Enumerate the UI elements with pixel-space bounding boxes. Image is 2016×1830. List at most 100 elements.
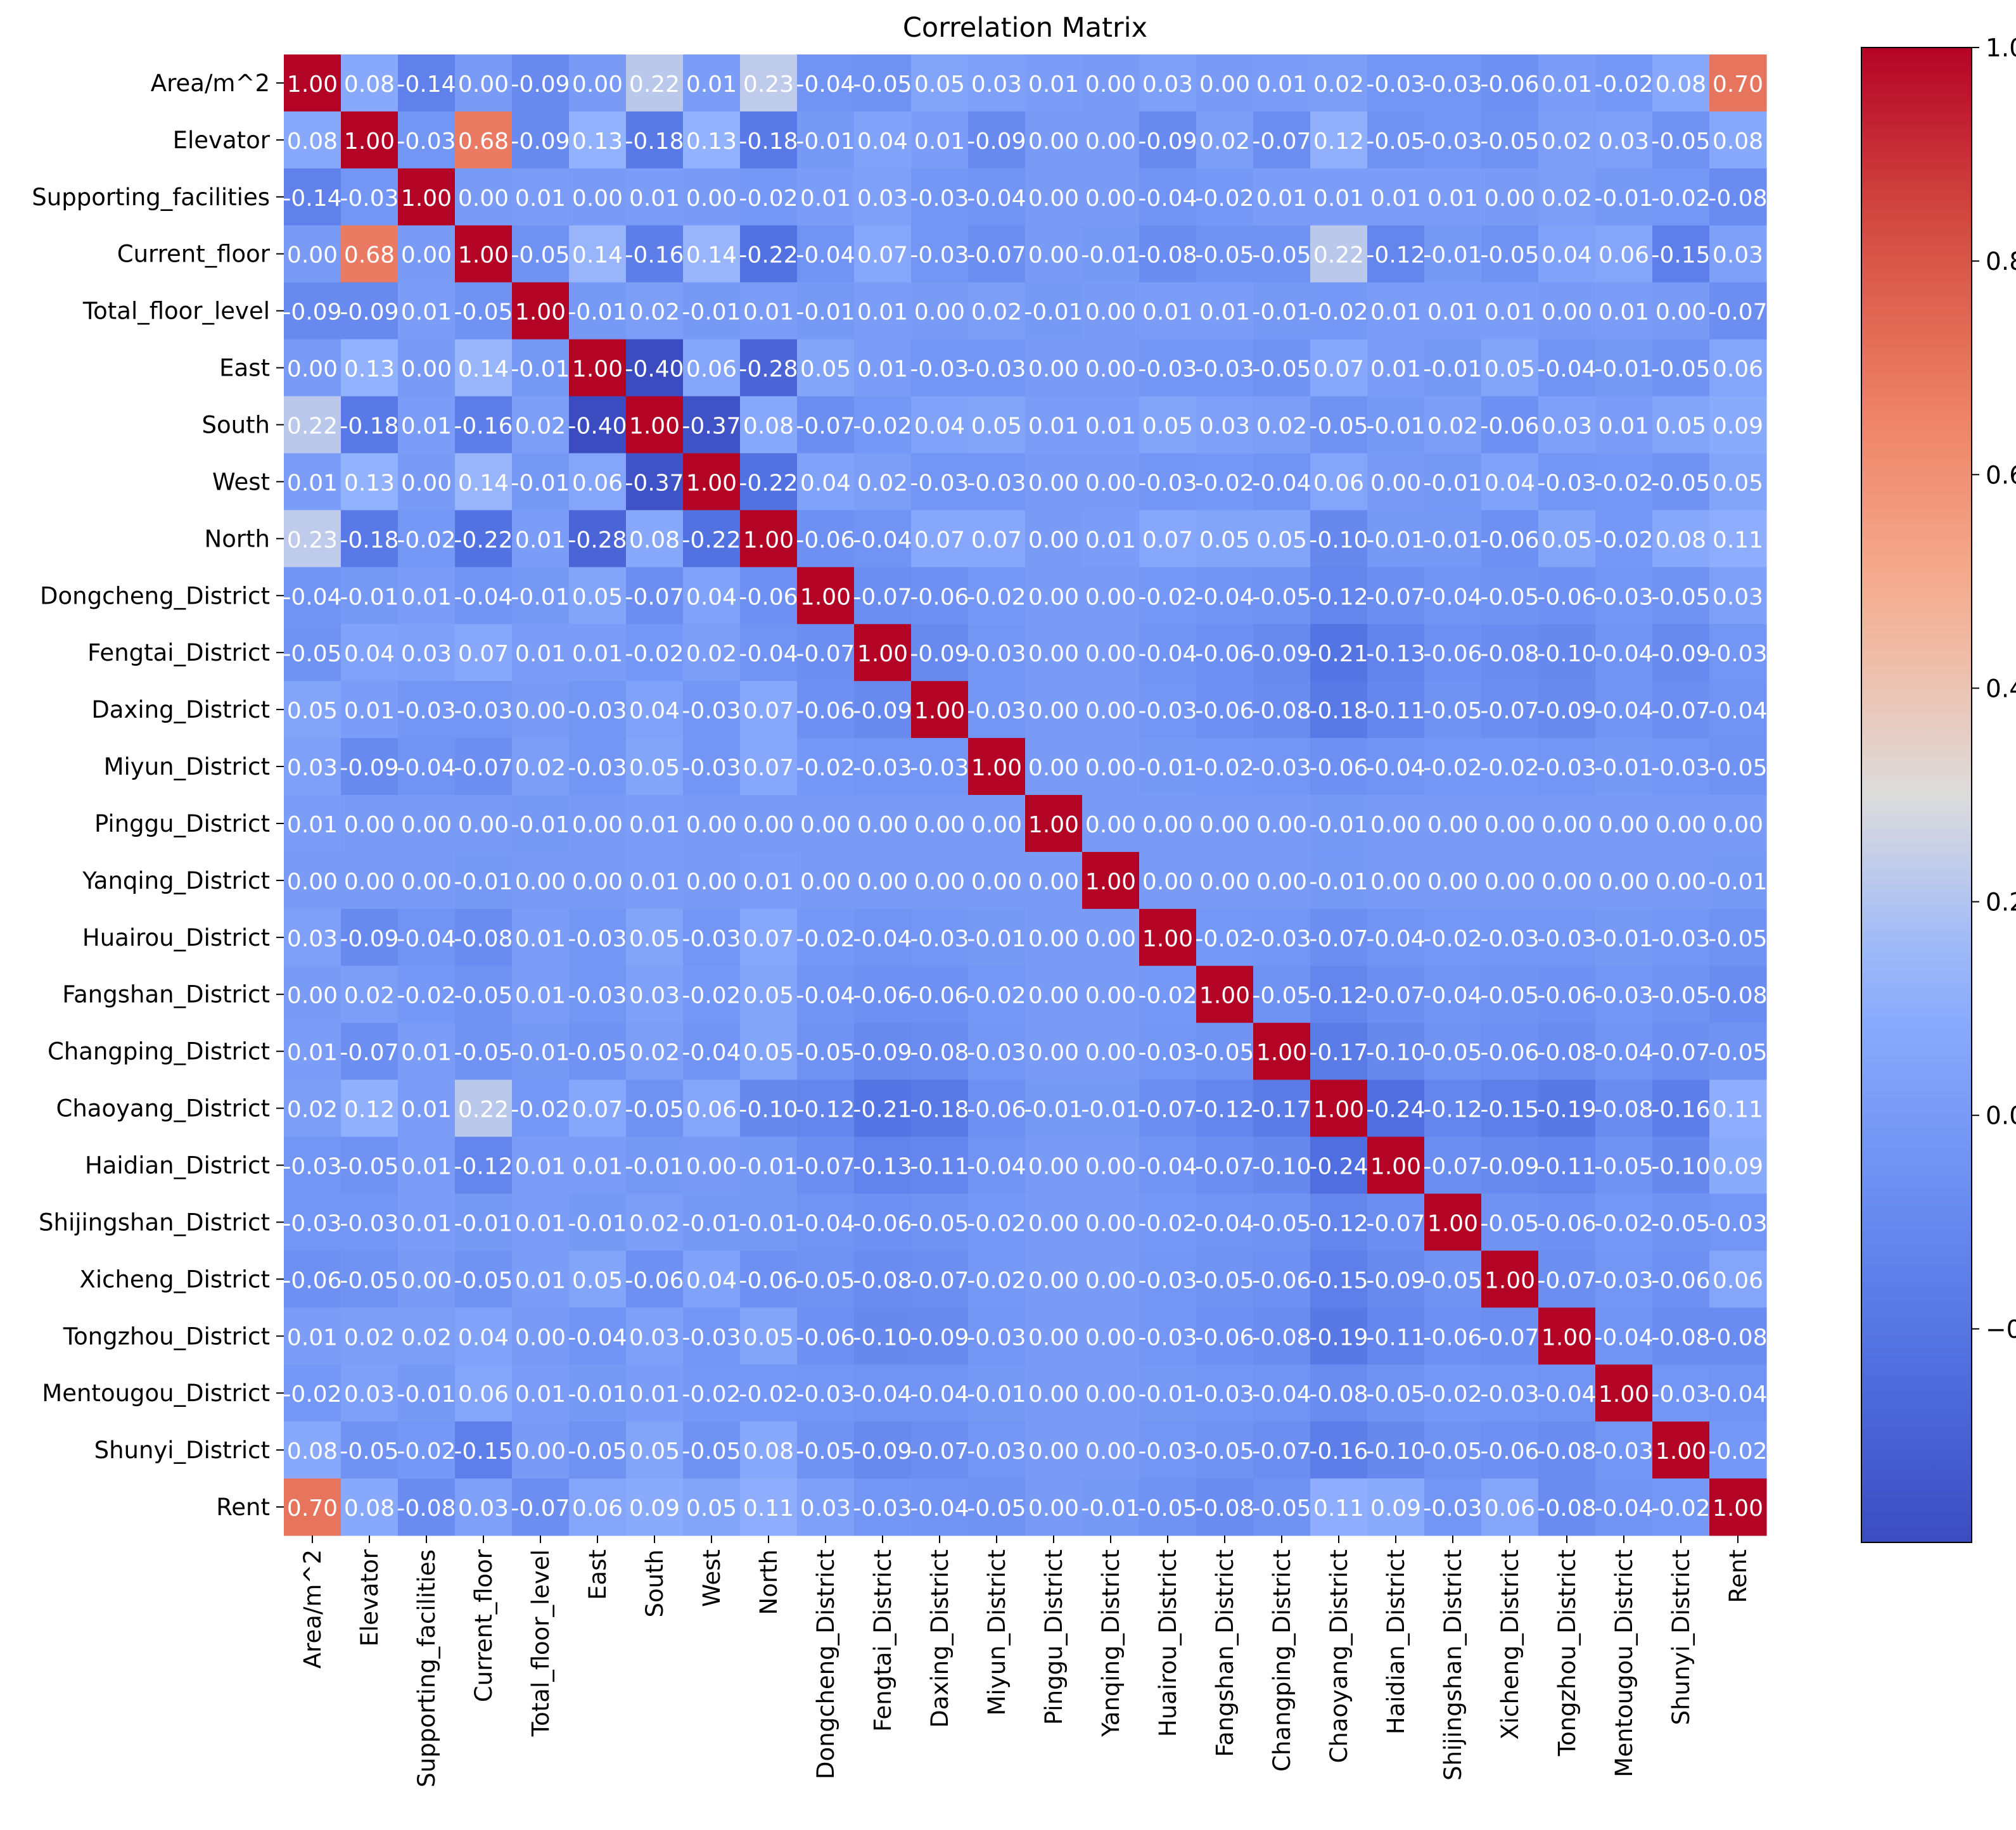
cell-value-label: 0.04 [1484, 470, 1535, 496]
cell-value-label: 0.03 [344, 1382, 395, 1407]
heatmap-cell [740, 1307, 798, 1365]
cell-value-label: -0.03 [1537, 926, 1596, 952]
cell-value-label: -0.03 [682, 926, 741, 952]
cell-value-label: 0.00 [1028, 357, 1079, 383]
cell-value-label: 0.03 [1541, 414, 1592, 440]
cell-value-label: -0.03 [397, 698, 456, 724]
x-tick-label: Fengtai_District [869, 1549, 896, 1732]
cell-value-label: -0.03 [910, 357, 969, 383]
cell-value-label: -0.18 [739, 129, 798, 155]
heatmap-cell [398, 396, 456, 454]
cell-value-label: 0.07 [743, 926, 794, 952]
heatmap-cell [740, 1193, 798, 1251]
heatmap-cell [455, 738, 513, 796]
cell-value-label: -0.02 [796, 926, 855, 952]
cell-value-label: 0.00 [1028, 983, 1079, 1009]
heatmap-cell [854, 111, 912, 169]
cell-value-label: 1.00 [1028, 812, 1079, 838]
heatmap-cell [626, 908, 684, 967]
heatmap-cell [1595, 1250, 1653, 1308]
heatmap-cell [1310, 396, 1368, 454]
cell-value-label: -0.06 [1195, 641, 1254, 667]
cell-value-label: 0.00 [1028, 243, 1079, 269]
heatmap-cell [1196, 1307, 1254, 1365]
cell-value-label: -0.04 [1423, 584, 1482, 610]
heatmap-cell [1424, 168, 1482, 226]
cell-value-label: -0.03 [853, 755, 912, 781]
heatmap-cell [740, 795, 798, 853]
cell-value-label: -0.08 [1651, 1325, 1710, 1350]
heatmap-cell [455, 908, 513, 967]
heatmap-cell [1367, 1250, 1425, 1308]
cell-value-label: -0.02 [1423, 926, 1482, 952]
heatmap-cell [797, 111, 855, 169]
heatmap-cell [1139, 567, 1197, 625]
heatmap-cell [854, 453, 912, 511]
cell-value-label: -0.14 [283, 186, 341, 212]
heatmap-cell [1481, 851, 1539, 910]
cell-value-label: -0.04 [739, 641, 798, 667]
heatmap-cell [1424, 965, 1482, 1024]
cell-value-label: 0.00 [401, 1268, 452, 1293]
heatmap-cell [1139, 851, 1197, 910]
cell-value-label: -0.04 [796, 983, 855, 1009]
heatmap-cell [569, 396, 627, 454]
cell-value-label: -0.18 [340, 414, 399, 440]
cell-value-label: -0.02 [397, 983, 456, 1009]
cell-value-label: -0.01 [1081, 243, 1140, 269]
cell-value-label: 0.13 [572, 129, 623, 155]
cell-value-label: -0.07 [967, 243, 1026, 269]
heatmap-cell [968, 1250, 1026, 1308]
cell-value-label: -0.03 [1423, 129, 1482, 155]
cell-value-label: 0.01 [743, 300, 794, 326]
heatmap-cell [911, 795, 969, 853]
heatmap-cell [626, 1079, 684, 1138]
cell-value-label: -0.06 [1252, 1268, 1311, 1293]
heatmap-cell [1025, 1478, 1083, 1536]
cell-value-label: 0.08 [287, 1439, 338, 1465]
heatmap-cell [626, 510, 684, 568]
heatmap-cell [398, 851, 456, 910]
cell-value-label: 0.00 [1085, 584, 1136, 610]
heatmap-cell [569, 624, 627, 682]
heatmap-cell [1481, 1079, 1539, 1138]
heatmap-cell [1652, 225, 1710, 283]
heatmap-cell [1082, 681, 1140, 739]
heatmap-cell [1139, 624, 1197, 682]
cell-value-label: -0.08 [1708, 1325, 1767, 1350]
cell-value-label: -0.05 [1594, 1154, 1653, 1180]
heatmap-cell [740, 54, 798, 112]
cell-value-label: 0.00 [1085, 186, 1136, 212]
heatmap-cell [1709, 339, 1767, 397]
cell-value-label: -0.03 [1138, 1439, 1197, 1465]
heatmap-cell [1538, 1478, 1596, 1536]
heatmap-cell [1709, 1478, 1767, 1536]
heatmap-cell [1139, 1079, 1197, 1138]
heatmap-cell [1481, 1478, 1539, 1536]
heatmap-cell [1310, 111, 1368, 169]
heatmap-cell [1310, 1022, 1368, 1081]
cell-value-label: -0.07 [1708, 300, 1767, 326]
cell-value-label: 0.00 [914, 812, 965, 838]
cell-value-label: 0.13 [686, 129, 737, 155]
heatmap-cell [1253, 965, 1311, 1024]
heatmap-cell [968, 738, 1026, 796]
cell-value-label: -0.06 [739, 1268, 798, 1293]
heatmap-cell [1367, 1022, 1425, 1081]
heatmap-cell [1709, 225, 1767, 283]
heatmap-cell [911, 965, 969, 1024]
cell-value-label: 1.00 [686, 470, 737, 496]
cell-value-label: -0.19 [1309, 1325, 1368, 1350]
heatmap-cell [398, 908, 456, 967]
cell-value-label: 0.01 [1370, 300, 1421, 326]
heatmap-cell [1253, 1022, 1311, 1081]
heatmap-cell [284, 1022, 341, 1081]
heatmap-cell [740, 1250, 798, 1308]
y-tick-label: Daxing_District [91, 696, 270, 723]
heatmap-cell [1538, 1307, 1596, 1365]
heatmap-cell [797, 396, 855, 454]
y-tick-label: West [212, 468, 270, 495]
heatmap-cell [1025, 624, 1083, 682]
cell-value-label: 0.03 [800, 1496, 851, 1522]
heatmap-cell [1082, 510, 1140, 568]
